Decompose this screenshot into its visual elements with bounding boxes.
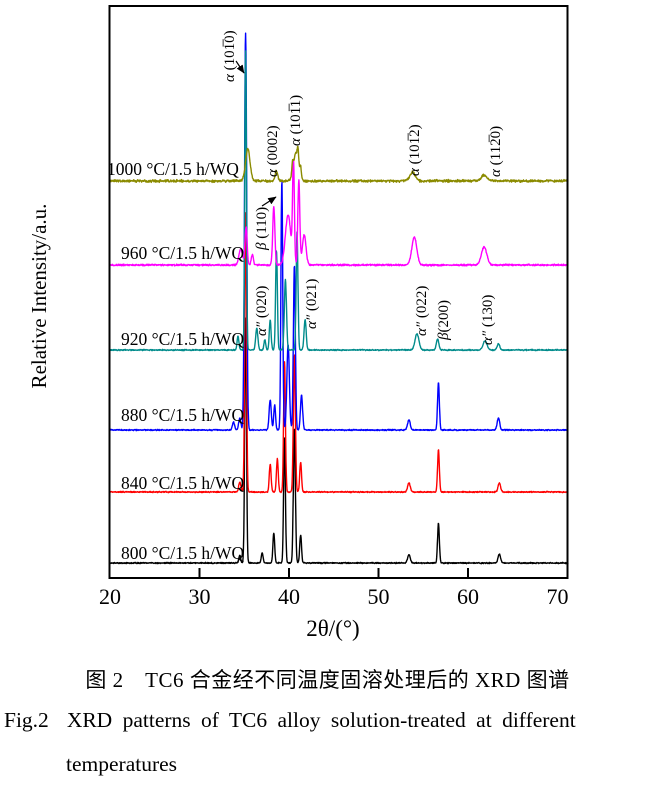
figure-caption-text: XRD patterns of TC6 alloy solution-treat… — [66, 708, 576, 732]
peak-label-beta-200: β(200) — [436, 300, 452, 341]
series-label-880: 880 °C/1.5 h/WQ — [121, 405, 245, 425]
series-label-840: 840 °C/1.5 h/WQ — [121, 473, 245, 493]
annotation-arrow-alpha-1010 — [235, 60, 245, 74]
xrd-curve-1000c — [109, 145, 569, 184]
xrd-curve-880c — [109, 32, 569, 432]
xrd-curve-960c — [109, 159, 569, 267]
series-labels: 800 °C/1.5 h/WQ 840 °C/1.5 h/WQ 880 °C/1… — [107, 159, 245, 563]
x-tick-label: 40 — [278, 584, 300, 609]
x-axis-title: 2θ/(°) — [306, 616, 359, 641]
x-tick-labels: 20 30 40 50 60 70 — [99, 584, 569, 609]
y-axis-title: Relative Intensity/a.u. — [27, 204, 51, 389]
xrd-curve-920c — [109, 50, 569, 352]
peak-label-alpha-1010: α (101̅0) — [222, 30, 238, 82]
x-tick-label: 20 — [99, 584, 121, 609]
x-axis-ticks — [198, 568, 469, 578]
peak-label-alpha-1120: α (112̅0) — [488, 126, 504, 177]
series-label-800: 800 °C/1.5 h/WQ — [121, 543, 245, 563]
peak-label-alpha2-021: α″ (021) — [304, 279, 320, 329]
figure-caption-english-line1: Fig.2 XRD patterns of TC6 alloy solution-… — [4, 708, 652, 733]
figure-number: Fig.2 — [4, 708, 49, 732]
x-tick-label: 60 — [457, 584, 479, 609]
annotation-arrow-beta-110 — [261, 196, 277, 207]
x-tick-label: 70 — [547, 584, 569, 609]
x-tick-label: 50 — [368, 584, 390, 609]
peak-label-alpha-1012: α (101̅2) — [407, 124, 423, 176]
figure-caption-chinese: 图 2 TC6 合金经不同温度固溶处理后的 XRD 图谱 — [85, 668, 570, 692]
series-label-1000: 1000 °C/1.5 h/WQ — [107, 159, 239, 179]
figure-caption-english-line2: temperatures — [66, 752, 178, 776]
xrd-curve-800c — [109, 317, 569, 565]
series-label-960: 960 °C/1.5 h/WQ — [121, 243, 245, 263]
peak-label-alpha2-022: α″ (022) — [414, 286, 430, 336]
peak-label-alpha2-020: α″ (020) — [254, 286, 270, 336]
xrd-curves-group — [109, 32, 569, 565]
peak-label-beta-110: β (110) — [254, 207, 270, 251]
series-label-920: 920 °C/1.5 h/WQ — [121, 329, 245, 349]
xrd-curve-840c — [109, 212, 569, 494]
peak-label-alpha2-130: α″ (130) — [480, 295, 496, 345]
x-tick-label: 30 — [189, 584, 211, 609]
xrd-chart: 20 30 40 50 60 70 2θ/(°) Relative Intens… — [27, 5, 569, 641]
peak-label-alpha-1011: α (101̅1) — [288, 95, 304, 146]
peak-label-alpha-0002: α (0002) — [265, 125, 281, 177]
peak-annotations: α (101̅0) α (0002) α (101̅1) α (101̅2) α… — [222, 30, 504, 345]
plot-border — [108, 5, 569, 579]
